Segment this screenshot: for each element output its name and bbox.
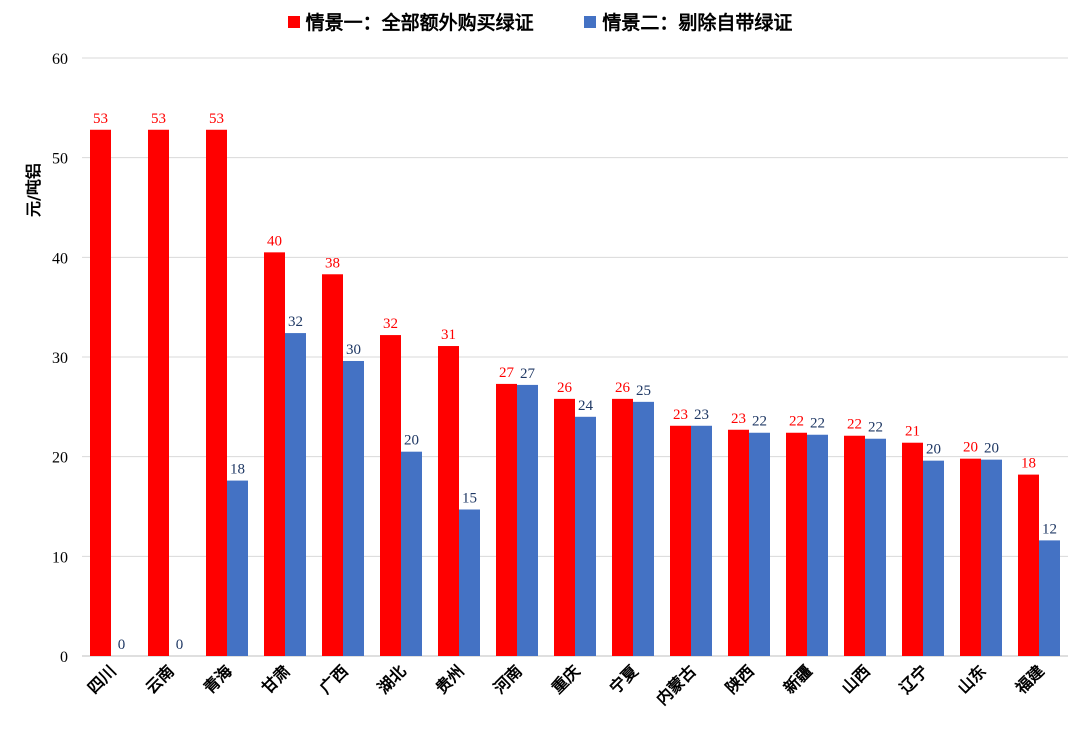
bar-series-2: [865, 438, 886, 656]
bar-series-1: [844, 435, 865, 656]
data-label-series-2: 32: [288, 314, 303, 330]
bar-series-1: [612, 398, 633, 656]
bar-series-1: [322, 274, 343, 656]
data-label-series-2: 18: [230, 462, 245, 478]
bar-series-1: [902, 442, 923, 656]
x-tick-label: 云南: [142, 661, 178, 697]
bar-series-2: [285, 333, 306, 656]
data-label-series-1: 38: [325, 255, 340, 271]
y-tick-label: 40: [52, 250, 68, 267]
bar-series-1: [380, 335, 401, 656]
data-label-series-1: 53: [151, 111, 166, 127]
bar-series-1: [206, 129, 227, 656]
legend-label-scenario-1: 情景一：全部额外购买绿证: [305, 12, 534, 34]
data-label-series-1: 26: [557, 380, 573, 396]
x-tick-label: 山东: [954, 661, 990, 697]
data-label-series-1: 53: [93, 111, 108, 127]
data-label-series-1: 22: [847, 417, 862, 433]
data-label-series-1: 27: [499, 365, 515, 381]
y-tick-label: 10: [52, 549, 68, 566]
y-tick-label: 50: [52, 151, 68, 168]
y-tick-label: 0: [60, 649, 68, 666]
legend-swatch-scenario-1: [287, 16, 300, 28]
bar-series-1: [496, 383, 517, 656]
data-label-series-2: 15: [462, 490, 477, 506]
x-tick-label: 青海: [200, 661, 236, 697]
data-label-series-1: 40: [267, 233, 282, 249]
data-label-series-2: 20: [984, 441, 999, 457]
legend-swatch-scenario-2: [584, 16, 597, 28]
legend-item-scenario-1: 情景一：全部额外购买绿证: [287, 8, 534, 35]
x-tick-label: 四川: [84, 661, 120, 697]
bar-series-2: [401, 451, 422, 656]
data-label-series-1: 20: [963, 440, 978, 456]
legend-item-scenario-2: 情景二：剔除自带绿证: [584, 8, 792, 35]
bar-series-1: [670, 425, 691, 656]
bar-series-1: [1018, 474, 1039, 656]
x-tick-label: 内蒙古: [652, 661, 699, 708]
y-tick-label: 30: [52, 350, 68, 367]
chart-legend: 情景一：全部额外购买绿证 情景二：剔除自带绿证: [0, 8, 1080, 35]
data-label-series-2: 20: [926, 442, 941, 458]
x-tick-label: 重庆: [548, 661, 584, 697]
bar-series-1: [960, 458, 981, 656]
bar-series-2: [517, 384, 538, 656]
x-tick-label: 辽宁: [896, 661, 932, 697]
bar-series-2: [923, 460, 944, 656]
bar-series-2: [343, 360, 364, 656]
bar-series-2: [691, 425, 712, 656]
x-tick-label: 河南: [490, 661, 526, 697]
data-label-series-1: 26: [615, 380, 631, 396]
bar-series-1: [264, 252, 285, 656]
data-label-series-1: 23: [731, 411, 746, 427]
bar-series-1: [148, 129, 169, 656]
data-label-series-2: 24: [578, 398, 594, 414]
x-tick-label: 福建: [1011, 661, 1048, 698]
data-label-series-2: 22: [752, 414, 767, 430]
x-tick-label: 陕西: [722, 661, 758, 697]
data-label-series-2: 12: [1042, 521, 1057, 537]
bar-series-2: [1039, 540, 1060, 656]
bar-series-2: [981, 459, 1002, 656]
y-tick-label: 20: [52, 450, 68, 467]
data-label-series-2: 20: [404, 433, 419, 449]
bar-series-1: [786, 432, 807, 656]
bar-series-2: [807, 434, 828, 656]
bar-series-2: [227, 480, 248, 656]
data-label-series-2: 27: [520, 366, 536, 382]
x-tick-label: 湖北: [374, 661, 410, 697]
data-label-series-1: 18: [1021, 456, 1036, 472]
data-label-series-1: 23: [673, 407, 688, 423]
data-label-series-2: 25: [636, 383, 651, 399]
x-tick-label: 广西: [316, 661, 352, 697]
x-tick-label: 贵州: [432, 661, 468, 697]
y-tick-label: 60: [52, 51, 68, 68]
x-tick-label: 新疆: [780, 661, 816, 697]
data-label-series-1: 22: [789, 414, 804, 430]
bar-series-2: [633, 401, 654, 656]
data-label-series-2: 23: [694, 407, 709, 423]
bar-series-1: [438, 346, 459, 656]
x-tick-label: 山西: [838, 661, 874, 697]
data-label-series-1: 21: [905, 424, 920, 440]
bar-series-2: [459, 509, 480, 656]
bar-series-1: [554, 398, 575, 656]
legend-label-scenario-2: 情景二：剔除自带绿证: [602, 12, 793, 34]
data-label-series-1: 53: [209, 111, 224, 127]
data-label-series-1: 32: [383, 316, 398, 332]
data-label-series-2: 30: [346, 342, 361, 358]
bar-series-2: [575, 416, 596, 656]
data-label-series-2: 22: [810, 416, 825, 432]
bar-series-1: [728, 429, 749, 656]
data-label-series-1: 31: [441, 327, 456, 343]
x-tick-label: 甘肃: [258, 661, 294, 697]
data-label-series-2: 0: [118, 637, 126, 653]
data-label-series-2: 0: [176, 637, 184, 653]
x-tick-label: 宁夏: [606, 661, 643, 698]
bar-series-1: [90, 129, 111, 656]
bar-series-2: [749, 432, 770, 656]
data-label-series-2: 22: [868, 420, 883, 436]
